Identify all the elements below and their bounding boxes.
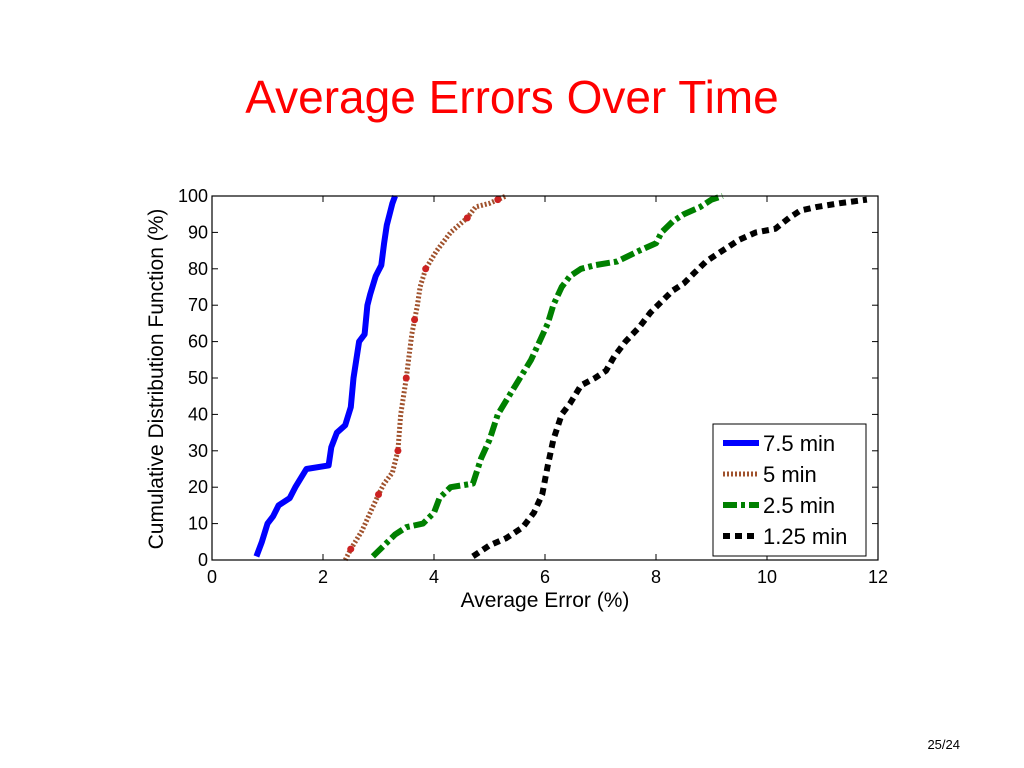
y-tick-label: 10 (188, 514, 208, 534)
x-tick-label: 4 (429, 567, 439, 587)
x-tick-label: 8 (651, 567, 661, 587)
legend: 7.5 min 5 min 2.5 min 1.25 min (712, 423, 867, 557)
series-marker (347, 545, 355, 553)
series-marker (422, 265, 430, 273)
y-tick-label: 80 (188, 259, 208, 279)
y-tick-label: 0 (198, 550, 208, 570)
x-tick-label: 6 (540, 567, 550, 587)
legend-label: 7.5 min (763, 431, 835, 456)
series-line-4 (471, 196, 868, 559)
series-marker (411, 316, 419, 324)
series-line-3 (370, 193, 724, 559)
y-tick-label: 90 (188, 222, 208, 242)
series-marker (494, 196, 502, 204)
legend-label: 5 min (763, 462, 817, 487)
y-tick-label: 60 (188, 332, 208, 352)
y-tick-label: 70 (188, 295, 208, 315)
x-tick-label: 12 (868, 567, 888, 587)
series-layer (253, 193, 868, 562)
y-tick-label: 50 (188, 368, 208, 388)
x-axis-label: Average Error (%) (461, 589, 630, 612)
y-tick-label: 100 (178, 186, 208, 206)
y-tick-label: 40 (188, 404, 208, 424)
y-tick-label: 20 (188, 477, 208, 497)
series-marker (402, 374, 410, 382)
x-tick-label: 0 (207, 567, 217, 587)
series-marker (463, 214, 471, 222)
x-tick-label: 10 (757, 567, 777, 587)
legend-label: 2.5 min (763, 493, 835, 518)
series-line-2 (342, 193, 508, 562)
page-number: 25/24 (927, 737, 960, 752)
y-tick-label: 30 (188, 441, 208, 461)
axes-layer: 0 2 4 6 8 10 12 0 10 20 30 40 50 60 70 80 90 100 (178, 186, 888, 587)
y-axis-label: Cumulative Distribution Function (%) (145, 209, 168, 550)
series-line-1 (253, 194, 398, 558)
legend-label: 1.25 min (763, 524, 847, 549)
series-marker (375, 490, 382, 498)
x-tick-label: 2 (318, 567, 328, 587)
slide-title: Average Errors Over Time (245, 71, 779, 123)
series-marker (394, 447, 402, 455)
